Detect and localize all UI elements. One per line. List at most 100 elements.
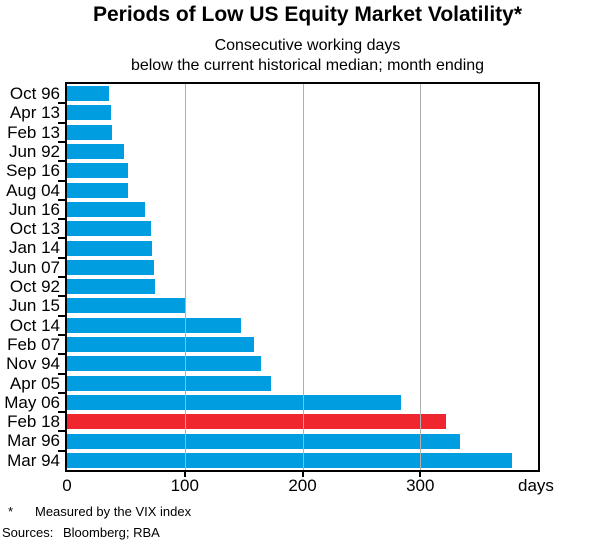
x-tick-100 bbox=[183, 472, 186, 477]
bar-feb-13 bbox=[67, 124, 112, 140]
y-label-jun-07: Jun 07 bbox=[8, 257, 60, 277]
y-tick bbox=[58, 140, 65, 143]
x-tick-300 bbox=[419, 472, 422, 477]
sources-value: Bloomberg; RBA bbox=[63, 525, 160, 540]
y-label-mar-96: Mar 96 bbox=[7, 431, 60, 451]
bar-row-oct-13 bbox=[67, 219, 538, 238]
y-tick bbox=[58, 276, 65, 278]
y-label-oct-96: Oct 96 bbox=[9, 84, 60, 103]
bar-mar-94 bbox=[67, 452, 513, 468]
footnote-text: Measured by the VIX index bbox=[35, 504, 192, 519]
bar-row-oct-96 bbox=[67, 84, 538, 103]
bar-aug-04 bbox=[67, 182, 129, 198]
y-tick bbox=[58, 430, 65, 433]
y-tick bbox=[58, 237, 65, 240]
y-tick bbox=[58, 391, 65, 394]
y-label-mar-94: Mar 94 bbox=[7, 450, 60, 470]
bar-oct-14 bbox=[67, 317, 242, 333]
bar-row-mar-96 bbox=[67, 431, 538, 450]
bar-row-sep-16 bbox=[67, 161, 538, 180]
bar-row-oct-14 bbox=[67, 316, 538, 335]
y-label-jan-14: Jan 14 bbox=[8, 238, 60, 258]
gridline-300 bbox=[420, 84, 422, 470]
bar-row-oct-92 bbox=[67, 277, 538, 296]
chart-subtitle-line1: Consecutive working days bbox=[214, 37, 401, 54]
bar-oct-92 bbox=[67, 279, 156, 295]
gridline-100 bbox=[184, 84, 186, 470]
y-tick bbox=[58, 372, 65, 375]
bar-row-jun-07 bbox=[67, 258, 538, 277]
bar-series bbox=[67, 84, 538, 470]
bar-mar-96 bbox=[67, 433, 461, 449]
y-label-jun-92: Jun 92 bbox=[8, 141, 60, 161]
y-label-feb-07: Feb 07 bbox=[7, 334, 60, 354]
gridline-200 bbox=[302, 84, 304, 470]
bar-row-mar-94 bbox=[67, 451, 538, 470]
y-label-jun-16: Jun 16 bbox=[8, 199, 60, 219]
x-axis-unit-label: days bbox=[518, 476, 554, 495]
bar-jun-16 bbox=[67, 201, 145, 217]
bar-feb-07 bbox=[67, 337, 255, 353]
x-label-100: 100 bbox=[170, 476, 199, 495]
y-tick bbox=[58, 198, 65, 201]
y-label-oct-92: Oct 92 bbox=[9, 277, 60, 296]
y-tick bbox=[58, 449, 65, 452]
chart-title: Periods of Low US Equity Market Volatili… bbox=[92, 3, 522, 26]
bar-row-nov-94 bbox=[67, 354, 538, 373]
y-tick bbox=[58, 411, 65, 414]
bar-sep-16 bbox=[67, 163, 129, 179]
y-tick bbox=[58, 314, 65, 317]
y-label-sep-16: Sep 16 bbox=[6, 161, 60, 181]
bar-oct-13 bbox=[67, 221, 151, 237]
y-tick bbox=[58, 333, 65, 336]
bar-row-apr-13 bbox=[67, 103, 538, 122]
y-tick bbox=[58, 353, 65, 356]
bar-row-jun-16 bbox=[67, 200, 538, 219]
bar-jun-07 bbox=[67, 259, 155, 275]
plot-area bbox=[65, 82, 540, 472]
bar-row-aug-04 bbox=[67, 181, 538, 200]
y-label-apr-13: Apr 13 bbox=[9, 103, 60, 123]
bar-nov-94 bbox=[67, 356, 262, 372]
y-label-may-06: May 06 bbox=[4, 392, 60, 412]
bar-jun-92 bbox=[67, 144, 124, 160]
y-tick bbox=[58, 121, 65, 124]
y-label-oct-13: Oct 13 bbox=[9, 219, 60, 239]
bar-row-jun-15 bbox=[67, 296, 538, 315]
y-tick bbox=[58, 256, 65, 259]
y-tick bbox=[58, 102, 65, 105]
y-axis-labels: Oct 96 Apr 13 Feb 13 Jun 92 Sep 16 Aug 04 Jun … bbox=[0, 82, 60, 472]
y-tick bbox=[58, 179, 65, 182]
bar-row-feb-18 bbox=[67, 412, 538, 431]
bar-row-feb-07 bbox=[67, 335, 538, 354]
chart-subtitle-line2: below the current historical median; mon… bbox=[130, 57, 485, 74]
bar-jan-14 bbox=[67, 240, 152, 256]
bar-jun-15 bbox=[67, 298, 185, 314]
y-label-feb-18: Feb 18 bbox=[7, 412, 60, 432]
x-label-0: 0 bbox=[62, 476, 72, 495]
y-label-nov-94: Nov 94 bbox=[6, 354, 60, 374]
bar-may-06 bbox=[67, 394, 402, 410]
y-tick bbox=[58, 295, 65, 298]
bar-apr-05 bbox=[67, 375, 271, 391]
x-tick-200 bbox=[301, 472, 304, 477]
x-label-300: 300 bbox=[406, 476, 435, 495]
footnote-marker: * bbox=[8, 504, 14, 519]
y-tick bbox=[58, 218, 65, 221]
y-label-aug-04: Aug 04 bbox=[6, 180, 60, 200]
bar-row-may-06 bbox=[67, 393, 538, 412]
y-label-oct-14: Oct 14 bbox=[9, 315, 60, 335]
bar-row-jan-14 bbox=[67, 238, 538, 257]
bar-row-apr-05 bbox=[67, 374, 538, 393]
bar-row-feb-13 bbox=[67, 123, 538, 142]
x-label-200: 200 bbox=[288, 476, 317, 495]
bar-oct-96 bbox=[67, 86, 110, 102]
y-label-jun-15: Jun 15 bbox=[8, 296, 60, 316]
sources-label: Sources: bbox=[2, 525, 54, 540]
bar-row-jun-92 bbox=[67, 142, 538, 161]
bar-feb-18 bbox=[67, 414, 447, 430]
y-label-feb-13: Feb 13 bbox=[7, 122, 60, 142]
y-label-apr-05: Apr 05 bbox=[9, 373, 60, 393]
y-tick bbox=[58, 160, 65, 163]
